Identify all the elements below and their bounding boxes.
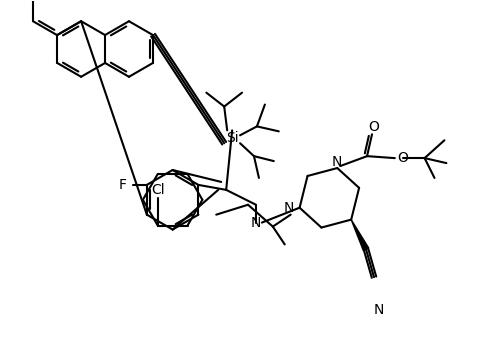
Text: Cl: Cl [151, 183, 164, 197]
Text: Si: Si [226, 131, 238, 145]
Text: N: N [374, 303, 384, 317]
Text: N: N [250, 216, 261, 230]
Text: F: F [119, 178, 127, 192]
Text: O: O [368, 120, 380, 134]
Polygon shape [351, 220, 368, 251]
Text: O: O [397, 151, 407, 165]
Text: N: N [284, 201, 294, 215]
Text: N: N [332, 155, 342, 169]
